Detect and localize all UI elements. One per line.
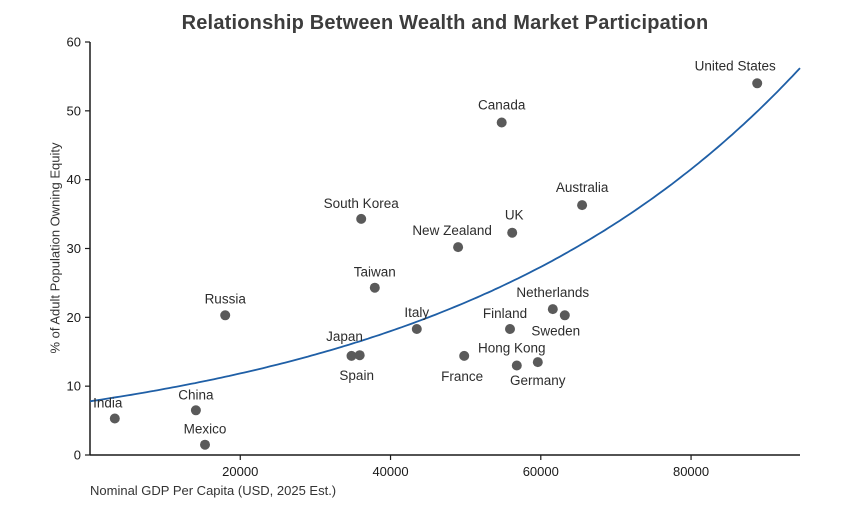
- data-point-france: [459, 350, 470, 361]
- point-label-japan: Japan: [326, 329, 363, 344]
- data-point-new-zealand: [453, 242, 464, 253]
- point-label-united-states: United States: [695, 58, 776, 73]
- data-point-netherlands: [547, 304, 558, 315]
- data-point-mexico: [200, 439, 210, 450]
- point-label-new-zealand: New Zealand: [412, 223, 492, 238]
- point-label-australia: Australia: [556, 180, 609, 195]
- trend-line: [89, 67, 801, 403]
- data-point-spain: [354, 350, 365, 361]
- point-label-mexico: Mexico: [184, 422, 227, 437]
- point-label-china: China: [178, 387, 214, 402]
- data-point-united-states: [752, 78, 763, 89]
- point-label-sweden: Sweden: [531, 323, 580, 338]
- data-point-italy: [411, 324, 422, 334]
- x-tick-label: 40000: [372, 464, 408, 479]
- data-point-china: [190, 405, 201, 416]
- y-tick-label: 10: [67, 379, 81, 394]
- point-label-spain: Spain: [339, 368, 374, 383]
- data-point-uk: [507, 227, 518, 238]
- data-point-russia: [220, 310, 231, 321]
- point-label-uk: UK: [505, 208, 524, 223]
- point-label-russia: Russia: [205, 291, 247, 306]
- point-label-india: India: [93, 396, 123, 411]
- data-point-australia: [577, 200, 588, 211]
- data-point-india: [109, 413, 120, 424]
- data-point-hong-kong: [511, 360, 522, 371]
- data-point-canada: [496, 117, 507, 128]
- data-point-germany: [532, 357, 543, 368]
- x-tick-label: 80000: [673, 464, 709, 479]
- point-label-germany: Germany: [510, 373, 566, 388]
- y-tick-label: 20: [67, 310, 81, 325]
- point-label-canada: Canada: [478, 98, 526, 113]
- data-point-finland: [505, 324, 515, 334]
- point-label-france: France: [441, 369, 483, 384]
- data-point-japan: [346, 350, 357, 361]
- x-tick-label: 20000: [222, 464, 258, 479]
- chart-title: Relationship Between Wealth and Market P…: [181, 12, 709, 34]
- data-point-sweden: [559, 310, 570, 321]
- data-point-south-korea: [356, 213, 367, 224]
- point-label-taiwan: Taiwan: [354, 265, 396, 280]
- point-label-finland: Finland: [483, 306, 527, 321]
- point-label-netherlands: Netherlands: [516, 285, 589, 300]
- y-tick-label: 50: [67, 103, 81, 118]
- y-tick-label: 40: [67, 172, 81, 187]
- y-tick-label: 0: [74, 448, 81, 463]
- x-tick-label: 60000: [523, 464, 559, 479]
- y-tick-label: 60: [67, 35, 81, 50]
- point-label-italy: Italy: [404, 305, 429, 320]
- y-tick-label: 30: [67, 241, 81, 256]
- x-axis-label: Nominal GDP Per Capita (USD, 2025 Est.): [90, 483, 337, 498]
- point-label-hong-kong: Hong Kong: [478, 341, 546, 356]
- data-point-taiwan: [369, 282, 380, 293]
- point-label-south-korea: South Korea: [324, 196, 400, 211]
